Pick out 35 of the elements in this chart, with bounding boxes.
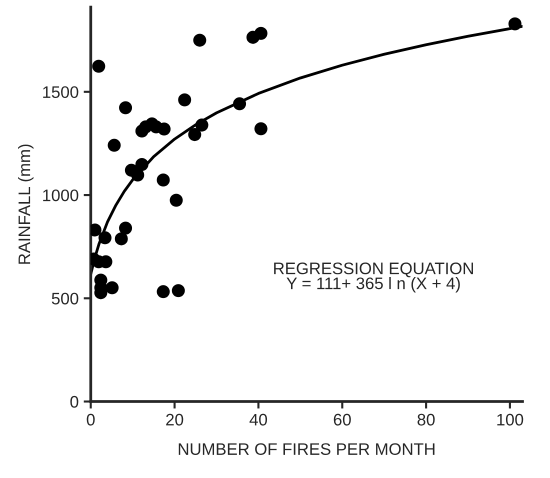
point bbox=[170, 194, 183, 207]
point bbox=[135, 158, 148, 171]
x-tick-label: 100 bbox=[497, 414, 524, 426]
x-tick-label: 0 bbox=[86, 414, 95, 426]
y-axis-title: RAINFALL (mm) bbox=[18, 144, 34, 264]
x-axis-title: NUMBER OF FIRES PER MONTH bbox=[178, 443, 434, 455]
point bbox=[172, 284, 185, 298]
point bbox=[195, 118, 208, 132]
annotation: REGRESSION EQUATION Y = 111+ 365 l n (X + 4) bbox=[274, 262, 473, 293]
x-tick-label: 80 bbox=[418, 414, 435, 426]
x-tick-label: 20 bbox=[166, 414, 184, 426]
x-tick-label: 60 bbox=[334, 414, 351, 426]
point bbox=[92, 60, 106, 73]
y-tick-label: 1500 bbox=[43, 86, 78, 98]
point bbox=[193, 34, 206, 47]
point bbox=[119, 101, 132, 114]
point bbox=[508, 17, 522, 30]
point bbox=[158, 122, 171, 136]
point bbox=[98, 231, 112, 244]
point bbox=[254, 26, 268, 40]
point bbox=[108, 138, 121, 152]
point bbox=[178, 93, 192, 106]
point bbox=[106, 281, 119, 294]
y-tick-label: 1000 bbox=[43, 189, 78, 202]
x-tick-label: 40 bbox=[250, 414, 268, 426]
y-tick-label: 500 bbox=[52, 292, 78, 304]
y-tick-label: 0 bbox=[70, 396, 78, 408]
point bbox=[233, 97, 246, 110]
point bbox=[156, 285, 170, 298]
point bbox=[156, 173, 170, 186]
point bbox=[119, 222, 132, 235]
point bbox=[114, 232, 128, 246]
point bbox=[131, 168, 144, 182]
point bbox=[254, 122, 268, 136]
point bbox=[188, 128, 202, 142]
